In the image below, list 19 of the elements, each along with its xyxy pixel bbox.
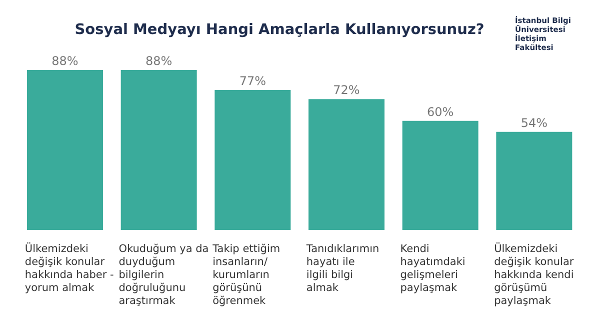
x-tick-label: Ülkemizdeki değişik konular hakkında kendi görüşümü paylaşmak: [494, 242, 574, 307]
bar: [27, 70, 103, 230]
bar: [308, 99, 384, 230]
bar: [214, 90, 291, 230]
x-tick-label: Ülkemizdeki değişik konular hakkında haber - yorum almak: [24, 242, 114, 294]
x-tick-label: Tanıdıklarımın hayatı ile ilgili bilgi almak: [305, 243, 380, 294]
data-label: 72%: [333, 83, 360, 98]
data-label: 54%: [520, 116, 548, 130]
x-tick-label: Takip ettiğim insanların/ kurumların görüşünü öğrenmek: [212, 243, 280, 307]
data-label: 88%: [52, 54, 78, 68]
x-tick-label: Kendi hayatımdaki gelişmeleri paylaşmak: [400, 243, 466, 294]
bar: [402, 120, 478, 230]
bar: [496, 132, 572, 230]
data-label: 88%: [145, 54, 172, 68]
bar: [120, 70, 197, 230]
data-label: 60%: [426, 104, 454, 119]
chart-title: Sosyal Medyayı Hangi Amaçlarla Kullanıyorsunuz?: [74, 22, 484, 38]
data-label: 77%: [239, 74, 266, 88]
x-tick-label: Okuduğum ya da duyduğum bilgilerin doğruluğunu araştırmak: [118, 243, 209, 307]
